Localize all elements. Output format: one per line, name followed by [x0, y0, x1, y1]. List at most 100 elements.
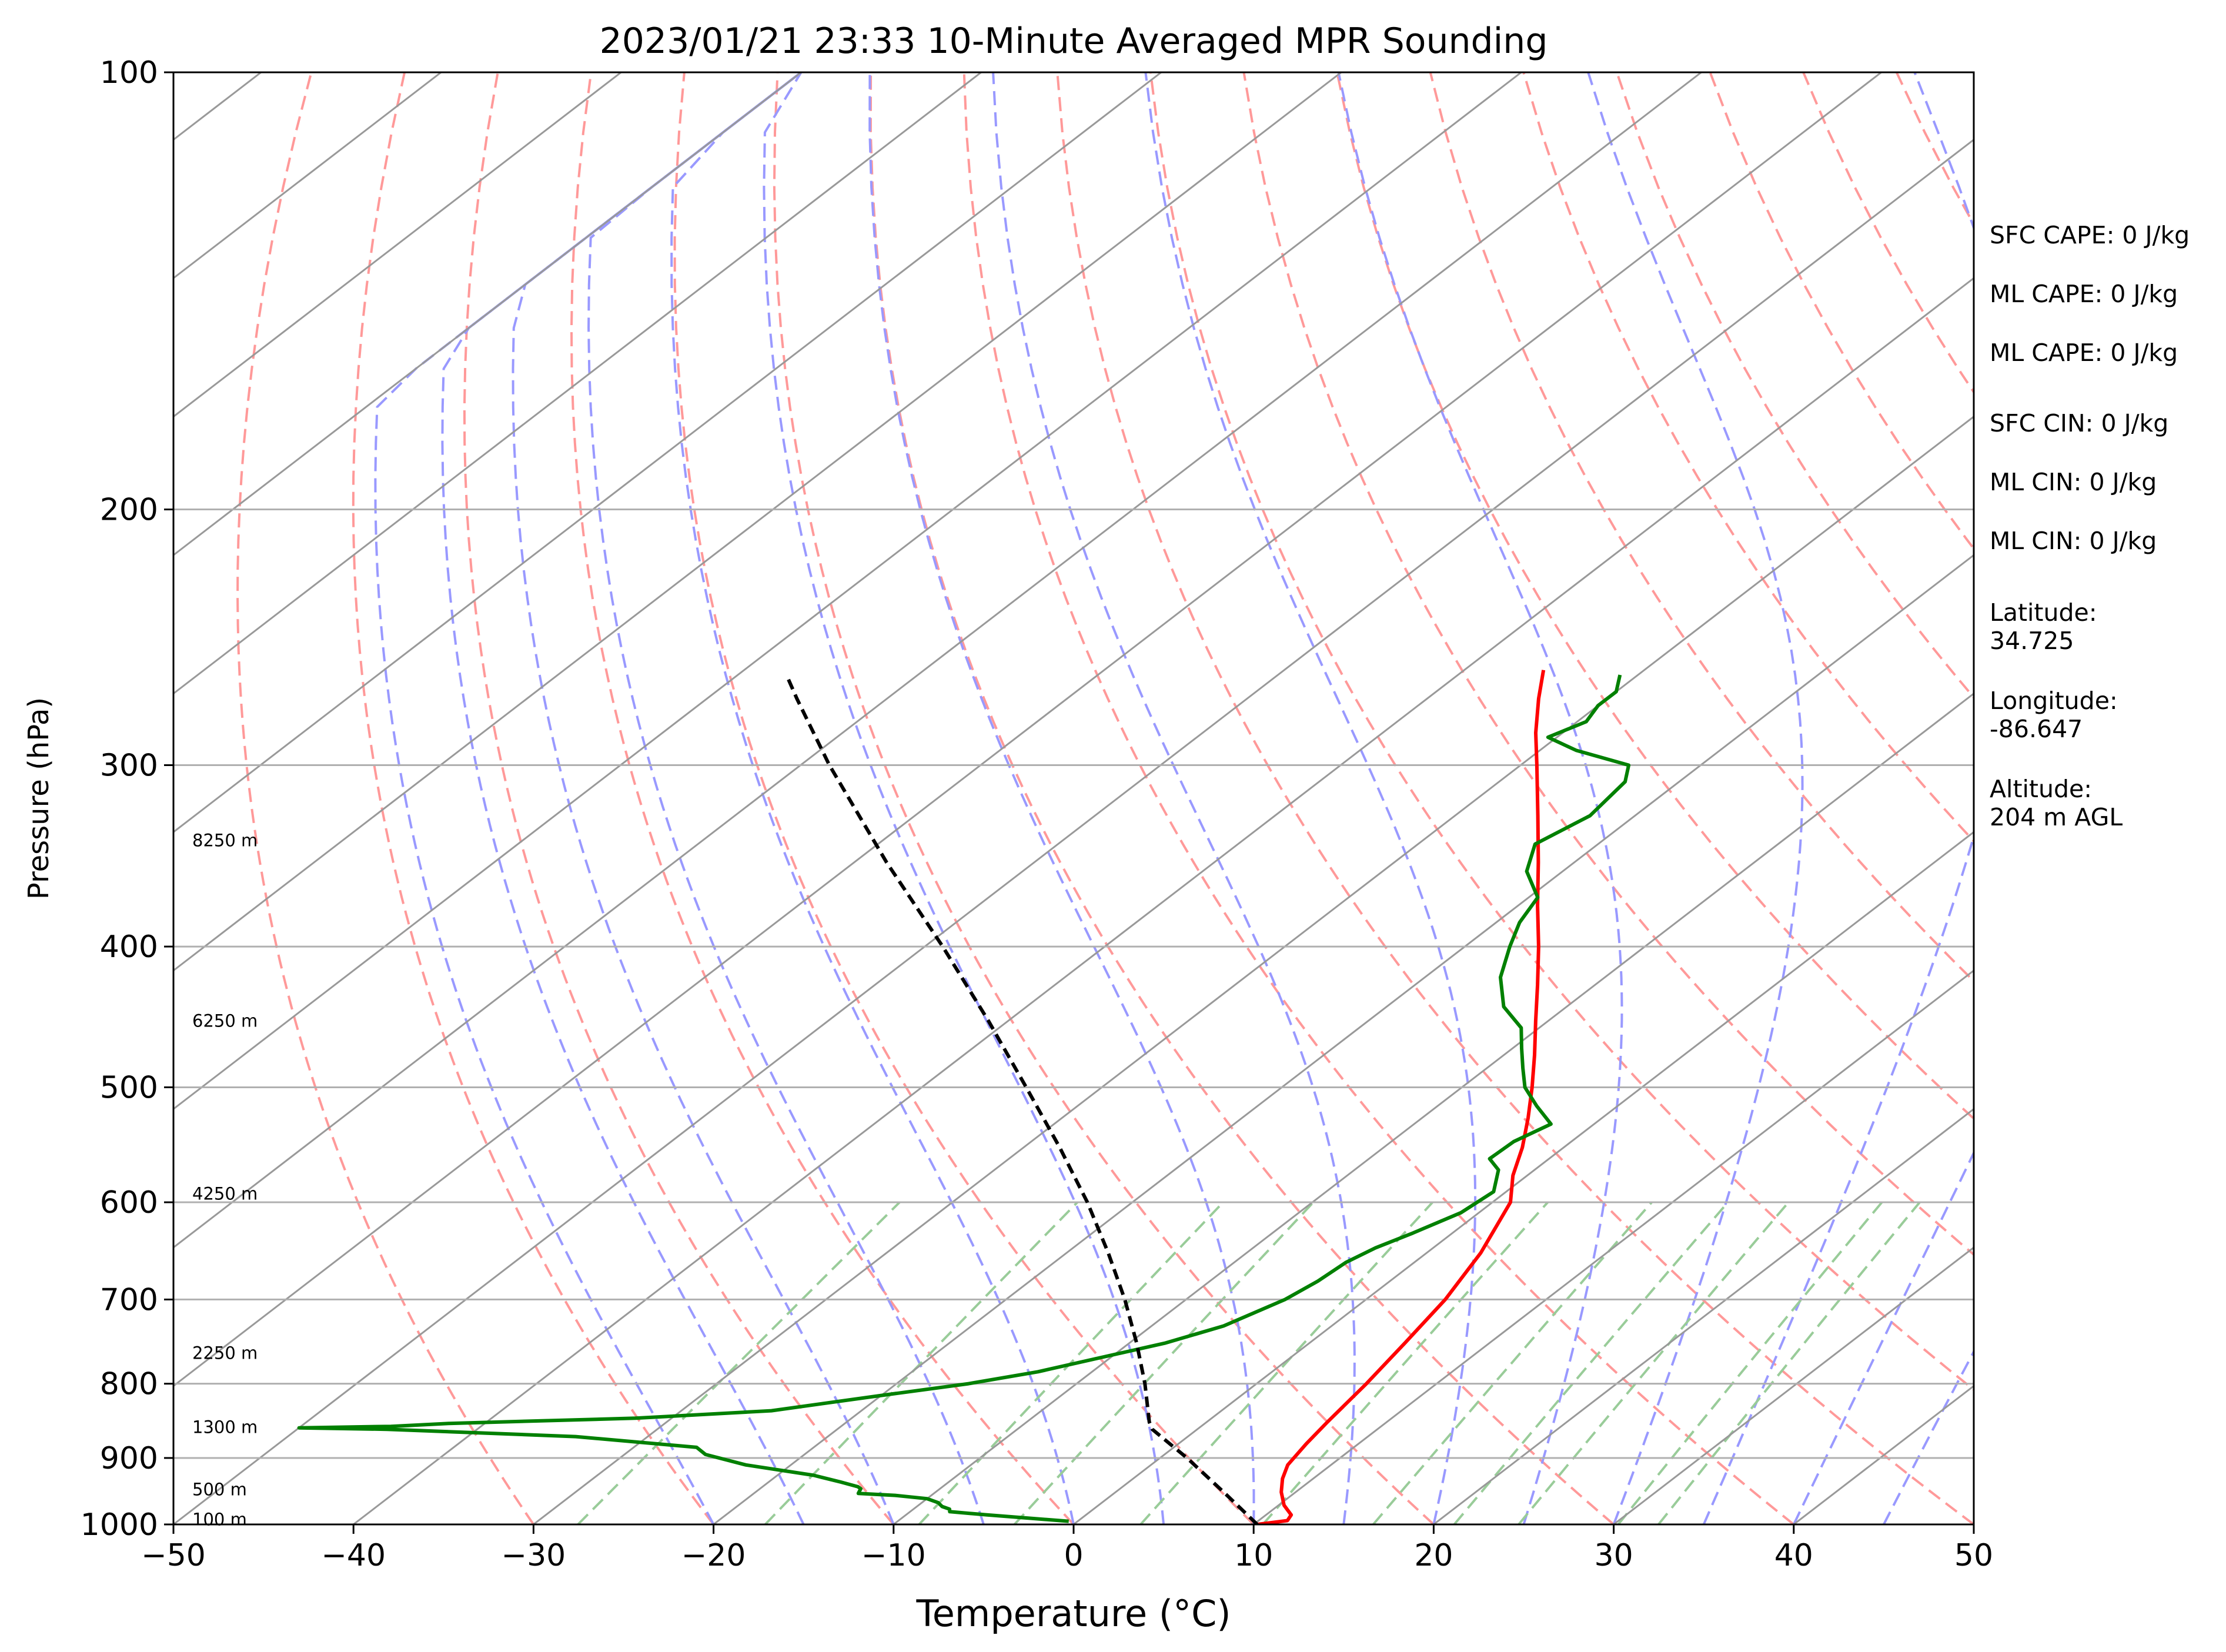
x-tick-label: 50 — [1954, 1538, 1993, 1573]
isotherm-line — [173, 72, 442, 280]
isotherm-line — [1613, 1246, 1974, 1524]
isotherm-line — [173, 72, 1162, 834]
index-label: ML CIN: 0 J/kg — [1990, 527, 2157, 555]
dry-adiabat-line — [673, 72, 1255, 1524]
height-label: 6250 m — [192, 1011, 258, 1031]
isotherm-line — [533, 415, 1974, 1524]
x-tick-label: −50 — [141, 1538, 206, 1573]
moist-adiabat-line — [512, 72, 895, 1524]
height-label: 4250 m — [192, 1184, 258, 1204]
profile-series — [297, 670, 1631, 1524]
x-tick-label: 20 — [1414, 1538, 1453, 1573]
isotherm-line — [173, 72, 1522, 1111]
isobars — [173, 72, 1974, 1524]
isotherm-line — [173, 72, 1882, 1387]
moist-adiabat-line — [441, 72, 805, 1524]
index-label: SFC CIN: 0 J/kg — [1990, 409, 2169, 437]
x-tick-label: 10 — [1234, 1538, 1273, 1573]
y-tick-label: 800 — [100, 1367, 158, 1402]
moist-adiabat-line — [1587, 72, 1804, 1524]
parcel-line — [784, 674, 1259, 1524]
isotherm-line — [893, 692, 1974, 1524]
x-tick-label: −30 — [502, 1538, 566, 1573]
moist-adiabats — [374, 72, 1974, 1524]
x-tick-label: −10 — [861, 1538, 926, 1573]
dry-adiabat-line — [962, 72, 1795, 1524]
mixing-ratio-line — [1262, 1201, 1549, 1524]
isotherm-line — [173, 72, 1342, 972]
x-axis-label: Temperature (°C) — [915, 1592, 1231, 1635]
y-tick-label: 600 — [100, 1185, 158, 1220]
dry-adiabat-line — [352, 72, 715, 1524]
height-label: 2250 m — [192, 1343, 258, 1363]
dry-adiabats — [236, 72, 2226, 1524]
dry-adiabat-line — [1522, 72, 1974, 843]
dry-adiabat-line — [2177, 72, 2226, 1524]
latitude-label: Latitude: 34.725 — [1990, 598, 2097, 655]
dry-adiabat-line — [869, 72, 1615, 1524]
isotherm-line — [353, 277, 1974, 1524]
mixing-ratio-line — [1617, 1201, 1883, 1524]
y-tick-label: 1000 — [81, 1507, 158, 1543]
moist-adiabat-line — [1337, 72, 1623, 1524]
moist-adiabat-line — [992, 72, 1356, 1524]
height-label: 1300 m — [192, 1417, 258, 1437]
y-tick-label: 100 — [100, 55, 158, 91]
isotherm-line — [1253, 969, 1974, 1524]
isotherm-line — [713, 554, 1974, 1524]
height-label: 100 m — [192, 1509, 247, 1529]
dry-adiabat-line — [1242, 72, 1974, 1256]
index-label: ML CAPE: 0 J/kg — [1990, 280, 2178, 308]
height-label: 8250 m — [192, 830, 258, 850]
altitude-label: Altitude: 204 m AGL — [1990, 775, 2123, 831]
isotherm-line — [173, 72, 982, 695]
x-tick-label: −40 — [321, 1538, 386, 1573]
temperature-line — [1256, 670, 1546, 1524]
moist-adiabat-line — [670, 72, 1075, 1524]
isotherm-line — [173, 138, 1974, 1524]
moist-adiabat-line — [1702, 72, 1974, 1524]
dry-adiabat-line — [463, 72, 895, 1524]
isotherms — [173, 72, 1974, 1524]
moist-adiabat-line — [1883, 1349, 1974, 1524]
y-tick-label: 400 — [100, 929, 158, 965]
moist-adiabat-line — [374, 72, 802, 1524]
y-tick-label: 300 — [100, 748, 158, 783]
dry-adiabat-line — [570, 72, 1075, 1524]
index-label: ML CAPE: 0 J/kg — [1990, 339, 2178, 367]
x-axis-ticks: −50 −40 −30 −20 −10 0 10 20 30 40 50 — [141, 1524, 1993, 1573]
x-tick-label: −20 — [681, 1538, 746, 1573]
x-tick-label: 30 — [1595, 1538, 1633, 1573]
y-tick-label: 200 — [100, 493, 158, 528]
dry-adiabat-line — [1616, 72, 1974, 700]
moist-adiabat-line — [1144, 72, 1477, 1524]
y-axis-label: Pressure (hPa) — [22, 697, 55, 899]
dry-adiabat-line — [1149, 72, 1974, 1392]
mixing-ratio-line — [1013, 1201, 1315, 1524]
moist-adiabat-line — [587, 72, 985, 1524]
dry-adiabat-line — [773, 72, 1435, 1524]
dry-adiabat-line — [1429, 72, 1974, 983]
height-labels: 100 m 500 m 1300 m 2250 m 4250 m 6250 m 8250 m — [192, 830, 258, 1529]
y-axis-ticks: 100 200 300 400 500 600 700 800 900 1000 — [81, 55, 173, 1543]
isotherm-line — [173, 72, 802, 557]
y-tick-label: 700 — [100, 1282, 158, 1317]
isotherm-line — [1433, 1108, 1974, 1524]
dry-adiabat-line — [236, 72, 535, 1524]
y-tick-label: 900 — [100, 1441, 158, 1476]
moist-adiabat-line — [763, 72, 1165, 1524]
index-label: SFC CAPE: 0 J/kg — [1990, 221, 2190, 249]
isotherm-line — [173, 72, 622, 418]
dry-adiabat-line — [1336, 72, 1974, 1121]
isotherm-line — [173, 72, 1702, 1249]
moist-adiabat-line — [868, 72, 1255, 1524]
chart-title: 2023/01/21 23:33 10-Minute Averaged MPR … — [600, 21, 1548, 62]
height-label: 500 m — [192, 1479, 247, 1499]
isotherm-line — [1073, 831, 1974, 1524]
x-tick-label: 40 — [1774, 1538, 1813, 1573]
mixing-ratio-line — [1139, 1201, 1433, 1524]
dry-adiabat-line — [1056, 72, 1974, 1524]
moist-adiabat-line — [1792, 1150, 1974, 1524]
plot-frame — [172, 71, 1975, 1526]
